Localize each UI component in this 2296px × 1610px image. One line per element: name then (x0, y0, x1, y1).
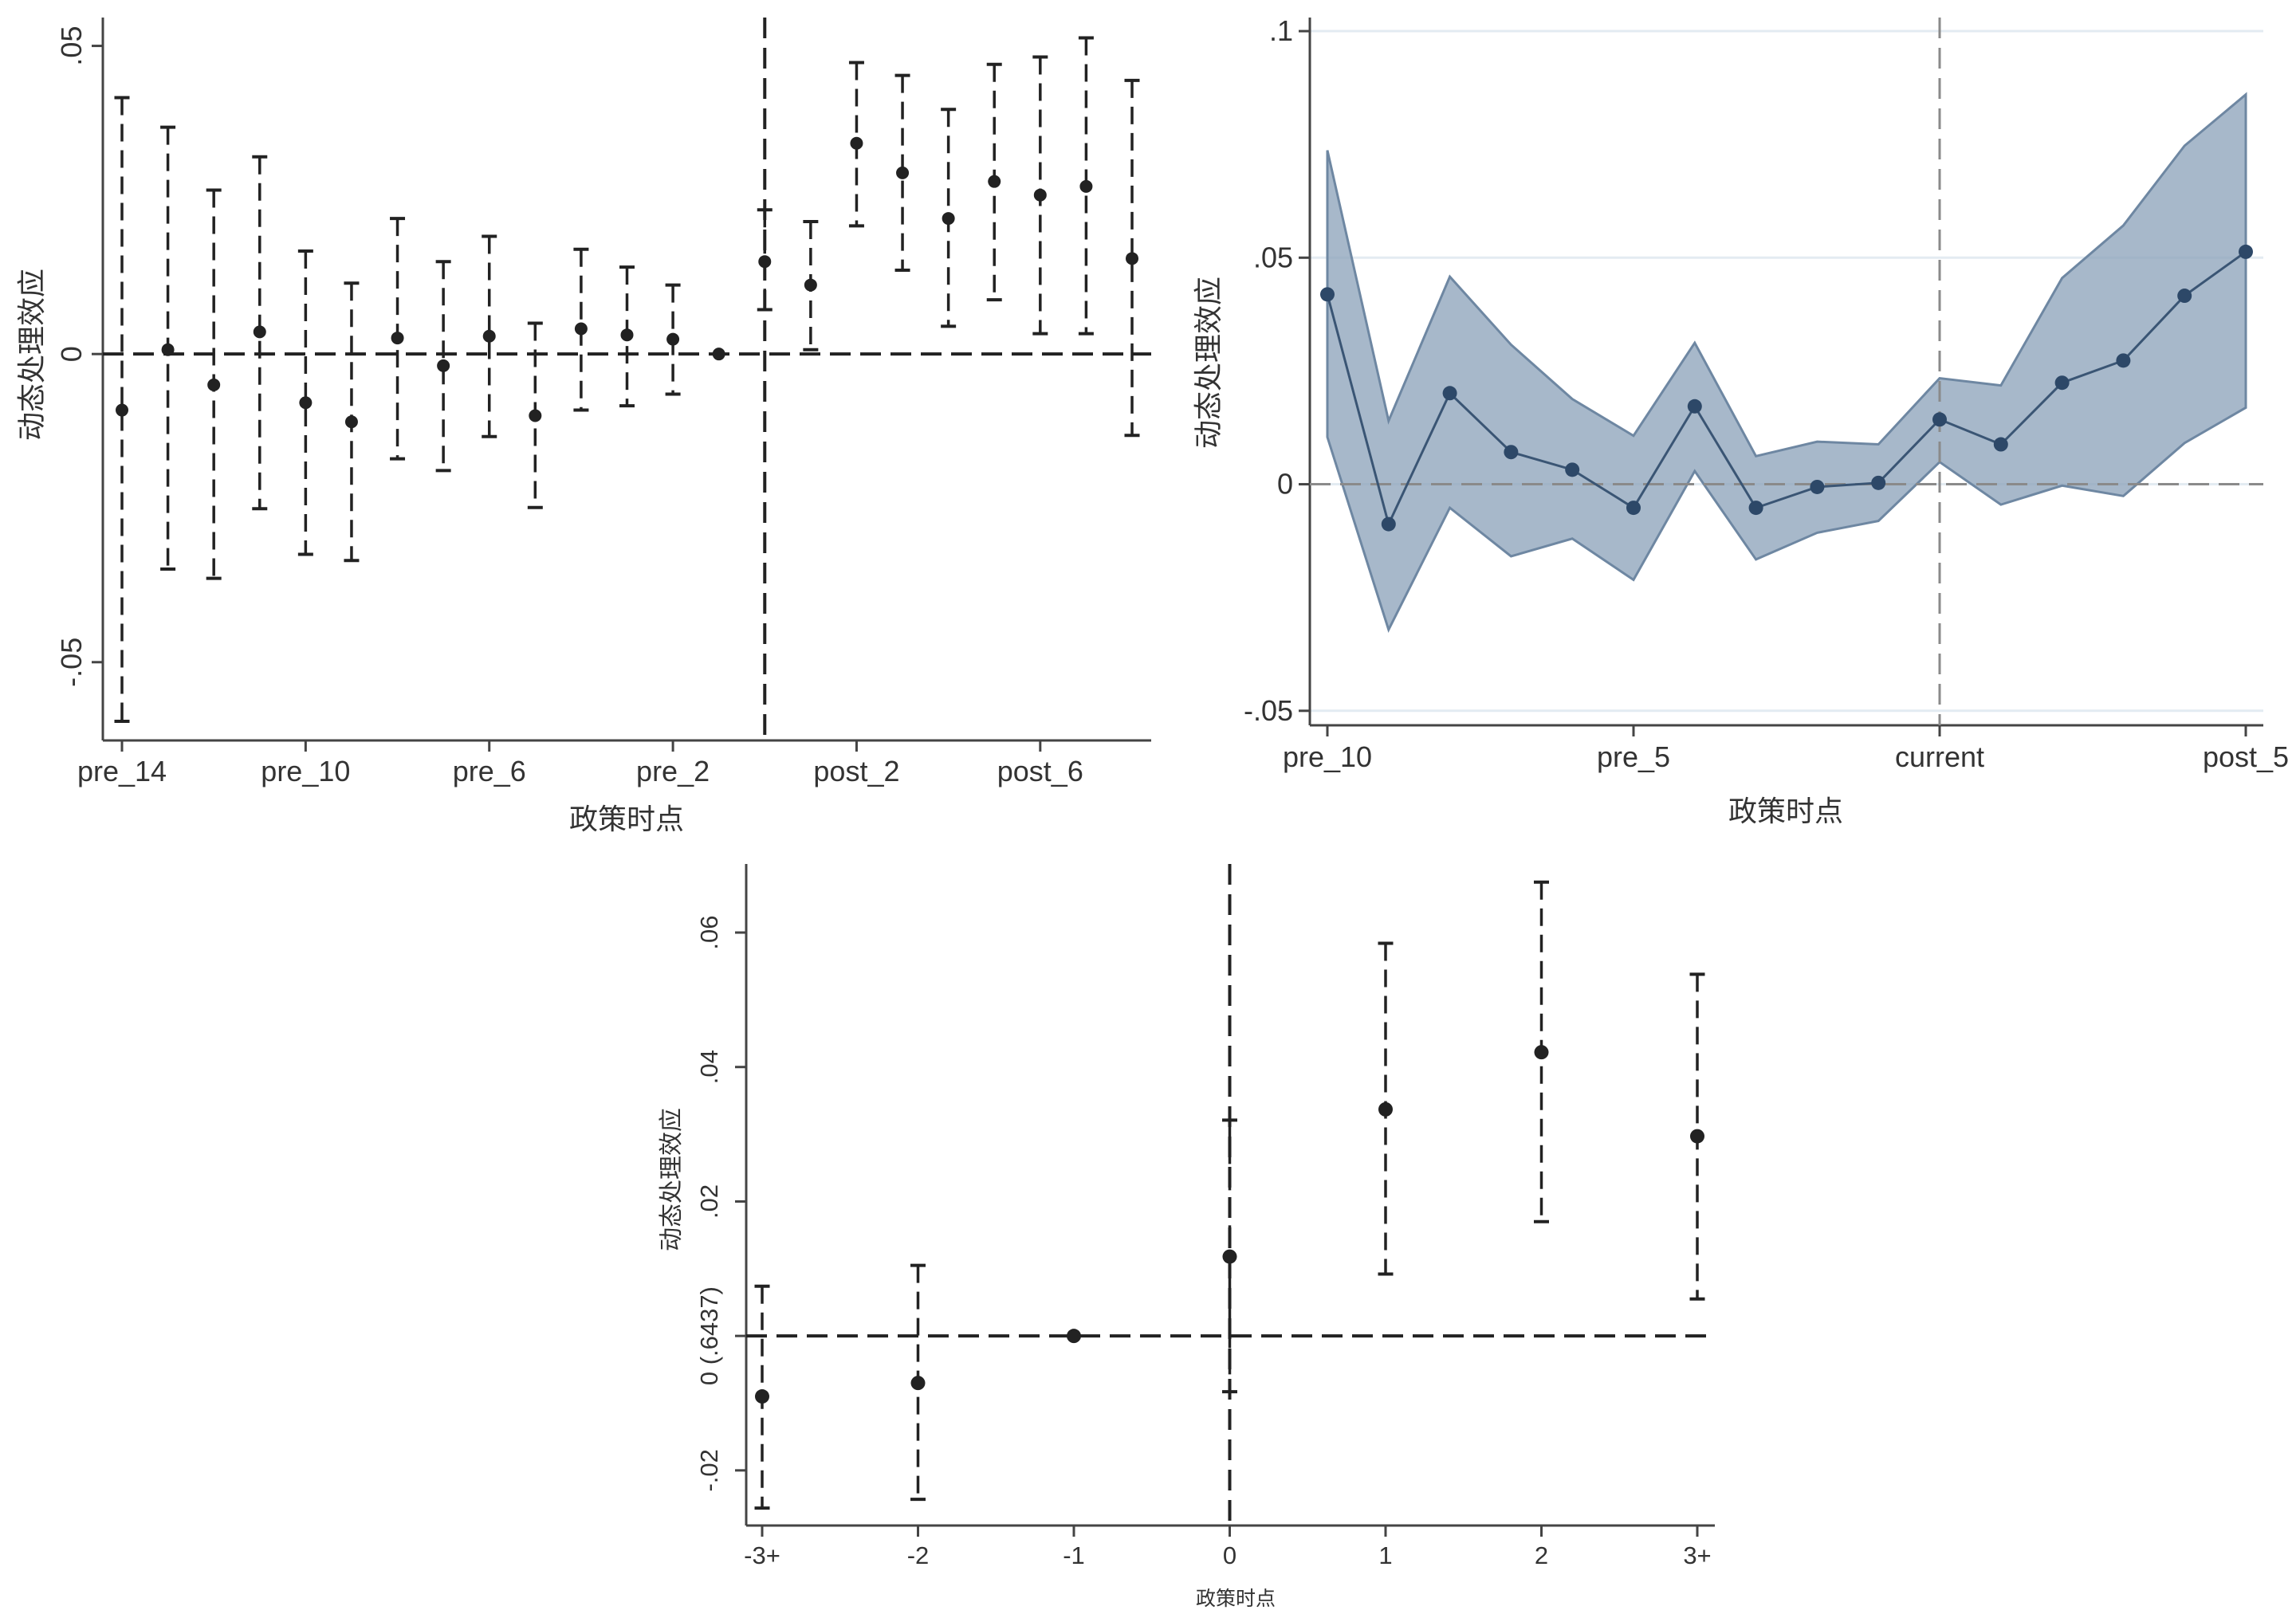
data-point (437, 359, 450, 372)
data-point (755, 1389, 769, 1404)
data-point (1534, 1045, 1549, 1060)
data-point (988, 175, 1001, 188)
y-tick-label: .1 (1269, 14, 1293, 47)
data-point (299, 396, 313, 410)
y-tick-label: 0 (1277, 468, 1293, 501)
x-tick-label: pre_2 (636, 755, 710, 787)
data-point (2239, 244, 2253, 259)
data-point (1079, 179, 1093, 193)
confidence-band (1326, 92, 2247, 634)
y-axis-label: 动态处理效应 (1192, 277, 1225, 449)
y-tick-label: .05 (55, 26, 88, 66)
data-point (896, 166, 910, 179)
data-point (1993, 437, 2008, 452)
y-axis-label: 动态处理效应 (659, 1108, 685, 1251)
y-tick-label: .05 (1253, 241, 1293, 273)
x-tick-label: -1 (1063, 1541, 1085, 1569)
x-tick-label: 1 (1378, 1541, 1392, 1569)
x-tick-label: pre_10 (261, 755, 350, 787)
chart-event-study-band: 政策时点 动态处理效应 -.05 0 .05 .1 pre_10 pre_5 current… (1192, 14, 2289, 827)
data-point (804, 278, 817, 292)
data-point (1067, 1329, 1081, 1344)
x-tick-label: post_6 (997, 755, 1083, 787)
x-tick-label: pre_6 (453, 755, 526, 787)
x-tick-label: 3+ (1683, 1541, 1711, 1569)
y-tick-label: -.05 (55, 638, 88, 687)
y-tick-label: 0 (.6437) (695, 1286, 723, 1385)
y-tick-label: .06 (695, 915, 723, 949)
x-axis-label: 政策时点 (569, 803, 684, 835)
x-tick-label: 2 (1535, 1541, 1548, 1569)
x-tick-label: pre_10 (1283, 740, 1372, 773)
y-tick-label: -.05 (1244, 694, 1293, 727)
x-tick-label: -2 (907, 1541, 930, 1569)
data-point (1932, 412, 1947, 427)
data-point (1565, 462, 1580, 477)
data-point (253, 325, 266, 339)
data-point (1320, 287, 1335, 302)
chart-event-study-binned: 政策时点 动态处理效应 -.02 0 (.6437) .02 .04 .06 -3+ -2 -… (659, 864, 1715, 1610)
data-point (850, 136, 863, 150)
data-point (620, 328, 634, 342)
data-point (1626, 501, 1641, 516)
data-point (1748, 501, 1763, 516)
data-point (1222, 1249, 1237, 1264)
x-tick-label: -3+ (744, 1541, 780, 1569)
data-point (116, 403, 128, 417)
data-point (1504, 445, 1519, 460)
chart-event-study-errorbars: 政策时点 动态处理效应 -.05 0 .05 pre_14 pre_10 pre_6 pre… (15, 18, 1151, 835)
data-point (207, 378, 221, 391)
data-point (1871, 475, 1886, 490)
data-point (910, 1376, 926, 1391)
y-tick-label: 0 (55, 346, 88, 362)
x-axis-label: 政策时点 (1196, 1588, 1276, 1610)
data-point (1690, 1129, 1704, 1144)
x-tick-label: pre_14 (77, 755, 167, 787)
data-point (344, 415, 358, 429)
data-point (666, 332, 680, 346)
data-point (712, 348, 725, 361)
data-point (758, 255, 772, 269)
data-point (1442, 386, 1457, 401)
data-point (529, 409, 542, 422)
y-tick-label: -.02 (695, 1449, 723, 1491)
data-point (1126, 252, 1138, 265)
x-tick-label: current (1895, 740, 1984, 773)
data-point (1381, 516, 1396, 532)
x-axis-label: 政策时点 (1728, 795, 1843, 827)
data-point (942, 212, 955, 226)
y-tick-label: .02 (695, 1184, 723, 1219)
data-point (482, 329, 496, 343)
data-point (161, 343, 175, 356)
estimate-line (1326, 250, 2247, 528)
data-point (574, 322, 588, 336)
data-point (1810, 479, 1825, 494)
x-tick-label: 0 (1223, 1541, 1236, 1569)
x-tick-label: post_5 (2203, 740, 2289, 773)
data-point (1687, 399, 1702, 414)
data-point (391, 332, 404, 345)
x-tick-label: post_2 (813, 755, 899, 787)
data-point (1378, 1101, 1393, 1117)
data-point (2116, 353, 2131, 368)
x-tick-label: pre_5 (1597, 740, 1670, 773)
y-tick-label: .04 (695, 1050, 723, 1084)
data-point (1033, 188, 1047, 202)
data-point (2054, 375, 2070, 391)
y-axis-label: 动态处理效应 (15, 269, 48, 441)
data-point (2177, 289, 2192, 304)
